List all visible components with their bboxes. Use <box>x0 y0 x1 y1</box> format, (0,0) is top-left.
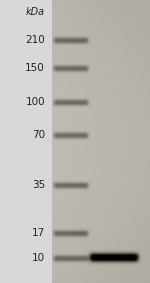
Text: 35: 35 <box>32 180 45 190</box>
Text: 210: 210 <box>25 35 45 45</box>
Text: kDa: kDa <box>26 7 45 17</box>
Text: 17: 17 <box>32 228 45 238</box>
Text: 150: 150 <box>25 63 45 73</box>
Text: 70: 70 <box>32 130 45 140</box>
Text: 100: 100 <box>25 97 45 107</box>
Text: 10: 10 <box>32 253 45 263</box>
